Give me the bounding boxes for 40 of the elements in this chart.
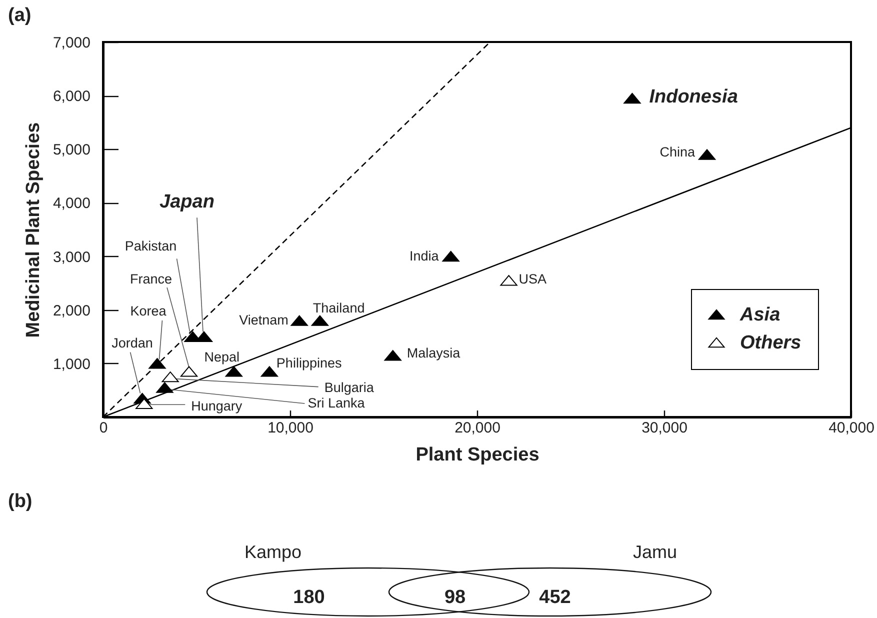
- annotation: Sri Lanka: [308, 396, 366, 411]
- annotation: Vietnam: [239, 312, 288, 328]
- category-label: Jamu: [632, 542, 678, 562]
- x-tick-label: 30,000: [642, 420, 688, 436]
- x-tick-label: 20,000: [454, 420, 500, 436]
- annotation: France: [130, 271, 172, 286]
- y-tick-label: 4,000: [52, 195, 90, 212]
- x-tick-label: 0: [99, 420, 108, 436]
- x-tick-label: 40,000: [828, 420, 874, 436]
- annotation: Pakistan: [124, 238, 177, 254]
- legend-label: Asia: [739, 304, 781, 326]
- annotation: Jordan: [112, 335, 153, 350]
- y-tick-label: 7,000: [52, 34, 90, 52]
- y-tick-label: 6,000: [52, 88, 90, 106]
- category-label: Kampo: [244, 542, 302, 562]
- y-tick-label: 1,000: [52, 356, 90, 373]
- annotation: Bulgaria: [324, 380, 374, 395]
- y-tick-label: 5,000: [52, 142, 90, 159]
- annotation: Philippines: [276, 355, 342, 370]
- annotation: China: [660, 144, 696, 160]
- x-tick-label: 10,000: [268, 420, 314, 436]
- annotation: Japan: [160, 192, 214, 213]
- y-axis-title: Medicinal Plant Species: [22, 122, 44, 338]
- text: (b): [8, 491, 32, 512]
- annotation: Indonesia: [649, 86, 738, 108]
- annotation: Korea: [130, 303, 167, 318]
- y-tick-label: 2,000: [52, 302, 90, 320]
- y-tick-label: 3,000: [52, 248, 90, 266]
- legend-label: Others: [740, 332, 802, 354]
- data-label: 452: [539, 587, 571, 608]
- annotation: India: [410, 248, 440, 264]
- data-label: 98: [444, 587, 466, 608]
- annotation: Nepal: [204, 349, 240, 364]
- annotation: Hungary: [191, 398, 242, 414]
- chart-title: (a): [8, 5, 32, 26]
- annotation: USA: [518, 271, 547, 286]
- data-label: 180: [293, 587, 325, 608]
- annotation: Thailand: [312, 300, 365, 316]
- annotation: Malaysia: [406, 345, 461, 360]
- x-axis-title: Plant Species: [416, 444, 540, 466]
